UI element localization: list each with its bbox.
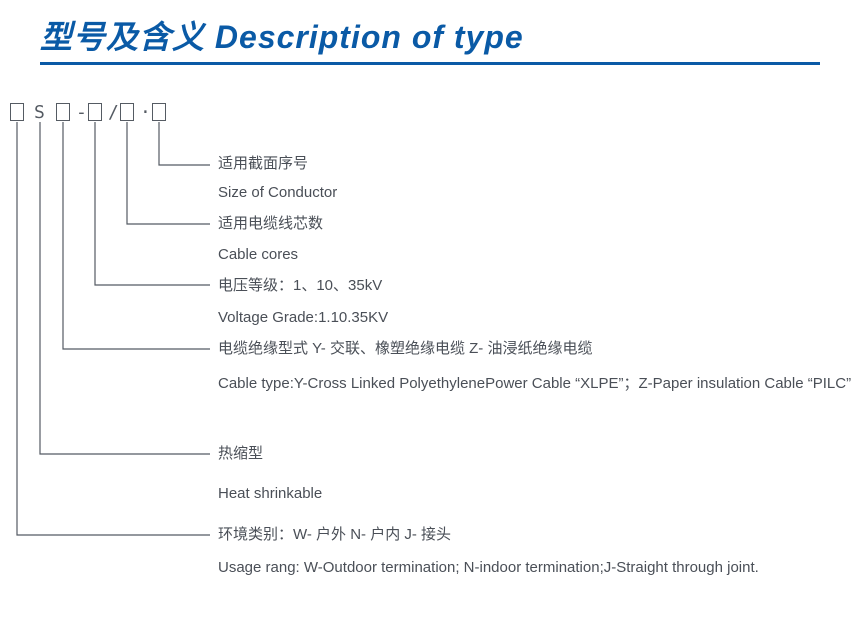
desc-cn: 电缆绝缘型式 Y- 交联、橡塑绝缘电缆 Z- 油浸纸绝缘电缆 [218,341,592,358]
desc-en: Cable cores [218,247,298,264]
callout-wire [159,122,210,165]
page-root: 型号及含义 Description of type S -/ · 适用截面序号 Siz… [0,0,858,633]
code-char: · [140,98,151,128]
desc-cn: 热缩型 [218,446,263,463]
callout-wire [127,122,210,224]
page-title: 型号及含义 Description of type [40,12,524,58]
desc-cn: 适用截面序号 [218,156,308,173]
title-en: Description of type [215,19,524,55]
code-char: / [108,98,119,128]
callout-wire [40,122,210,454]
callout-wire [63,122,210,349]
desc-en: Usage rang: W-Outdoor termination; N-ind… [218,560,759,577]
code-placeholder-box [10,98,24,128]
code-placeholder-box [120,98,134,128]
code-placeholder-box [56,98,70,128]
desc-en: Heat shrinkable [218,486,322,503]
desc-en: Cable type:Y-Cross Linked PolyethylenePo… [218,376,851,393]
callout-wire [17,122,210,535]
title-underline [40,62,820,65]
title-cn: 型号及含义 [40,19,205,55]
code-char: S [34,98,45,128]
code-placeholder-box [88,98,102,128]
desc-en: Voltage Grade:1.10.35KV [218,310,388,327]
callout-wire [95,122,210,285]
desc-cn: 适用电缆线芯数 [218,216,323,233]
desc-en: Size of Conductor [218,185,337,202]
desc-cn: 电压等级：1、10、35kV [218,278,382,295]
desc-cn: 环境类别：W- 户外 N- 户内 J- 接头 [218,527,451,544]
code-char: - [76,98,87,128]
code-placeholder-box [152,98,166,128]
